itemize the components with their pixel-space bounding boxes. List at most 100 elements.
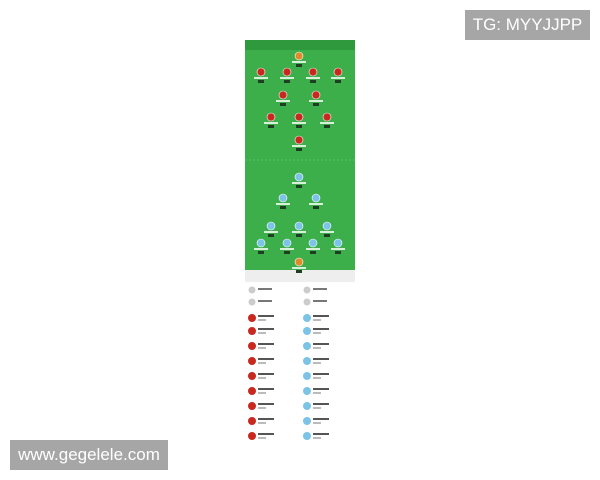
sub-position bbox=[313, 362, 321, 364]
player-icon bbox=[294, 221, 304, 231]
coach-name bbox=[258, 300, 272, 302]
sub-name bbox=[258, 358, 274, 360]
player-rating bbox=[258, 251, 264, 254]
sub-position bbox=[258, 407, 266, 409]
player-name bbox=[254, 77, 268, 79]
sub-name bbox=[258, 328, 274, 330]
sub-icon bbox=[303, 402, 311, 410]
sub-position bbox=[313, 422, 321, 424]
player-name bbox=[292, 122, 306, 124]
sub-position bbox=[258, 392, 266, 394]
substitutes-list bbox=[248, 286, 329, 440]
player-icon bbox=[311, 193, 321, 203]
player-rating bbox=[310, 251, 316, 254]
sub-icon bbox=[248, 387, 256, 395]
player-rating bbox=[313, 103, 319, 106]
player-name bbox=[331, 248, 345, 250]
player-name bbox=[320, 231, 334, 233]
player-rating bbox=[284, 80, 290, 83]
sub-name bbox=[313, 373, 329, 375]
player-icon bbox=[278, 193, 288, 203]
sub-name bbox=[258, 418, 274, 420]
sub-name bbox=[258, 433, 274, 435]
sub-position bbox=[313, 332, 321, 334]
player-icon bbox=[294, 51, 304, 61]
sub-name bbox=[258, 388, 274, 390]
sub-icon bbox=[248, 402, 256, 410]
player-rating bbox=[296, 125, 302, 128]
player-icon bbox=[282, 238, 292, 248]
coach-icon bbox=[303, 298, 311, 306]
player-rating bbox=[258, 80, 264, 83]
player-rating bbox=[335, 251, 341, 254]
sub-icon bbox=[248, 372, 256, 380]
player-rating bbox=[296, 185, 302, 188]
sub-name bbox=[258, 403, 274, 405]
coach-name bbox=[258, 288, 272, 290]
player-icon bbox=[266, 221, 276, 231]
sub-position bbox=[258, 422, 266, 424]
player-rating bbox=[296, 148, 302, 151]
sub-icon bbox=[248, 314, 256, 322]
player-rating bbox=[324, 125, 330, 128]
sub-position bbox=[313, 319, 321, 321]
sub-name bbox=[313, 433, 329, 435]
player-rating bbox=[335, 80, 341, 83]
sub-name bbox=[313, 328, 329, 330]
player-icon bbox=[294, 257, 304, 267]
player-rating bbox=[280, 206, 286, 209]
player-icon bbox=[322, 112, 332, 122]
player-rating bbox=[280, 103, 286, 106]
sub-name bbox=[313, 358, 329, 360]
player-icon bbox=[278, 90, 288, 100]
sub-position bbox=[313, 377, 321, 379]
sub-icon bbox=[248, 342, 256, 350]
player-rating bbox=[268, 234, 274, 237]
sub-position bbox=[258, 319, 266, 321]
sub-position bbox=[258, 362, 266, 364]
player-name bbox=[280, 248, 294, 250]
player-icon bbox=[294, 135, 304, 145]
player-rating bbox=[296, 270, 302, 273]
sub-position bbox=[313, 392, 321, 394]
player-icon bbox=[282, 67, 292, 77]
sub-name bbox=[258, 373, 274, 375]
player-rating bbox=[296, 64, 302, 67]
player-icon bbox=[256, 67, 266, 77]
player-name bbox=[331, 77, 345, 79]
player-icon bbox=[311, 90, 321, 100]
sub-icon bbox=[303, 417, 311, 425]
sub-icon bbox=[303, 342, 311, 350]
pitch-header bbox=[245, 40, 355, 50]
players bbox=[254, 51, 345, 273]
sub-icon bbox=[248, 327, 256, 335]
coach-name bbox=[313, 300, 327, 302]
player-rating bbox=[296, 234, 302, 237]
player-icon bbox=[333, 67, 343, 77]
player-name bbox=[292, 145, 306, 147]
sub-icon bbox=[303, 387, 311, 395]
player-rating bbox=[310, 80, 316, 83]
player-name bbox=[292, 267, 306, 269]
sub-name bbox=[313, 403, 329, 405]
player-name bbox=[306, 248, 320, 250]
sub-icon bbox=[248, 432, 256, 440]
player-name bbox=[306, 77, 320, 79]
player-rating bbox=[284, 251, 290, 254]
sub-name bbox=[313, 315, 329, 317]
sub-icon bbox=[303, 372, 311, 380]
player-icon bbox=[266, 112, 276, 122]
watermark-bottom: www.gegelele.com bbox=[10, 440, 168, 470]
sub-icon bbox=[303, 314, 311, 322]
player-icon bbox=[256, 238, 266, 248]
player-icon bbox=[294, 112, 304, 122]
player-icon bbox=[333, 238, 343, 248]
coach-icon bbox=[248, 286, 256, 294]
player-name bbox=[264, 122, 278, 124]
sub-position bbox=[313, 407, 321, 409]
player-name bbox=[292, 231, 306, 233]
subs-header bbox=[245, 270, 355, 282]
player-icon bbox=[294, 172, 304, 182]
player-name bbox=[320, 122, 334, 124]
